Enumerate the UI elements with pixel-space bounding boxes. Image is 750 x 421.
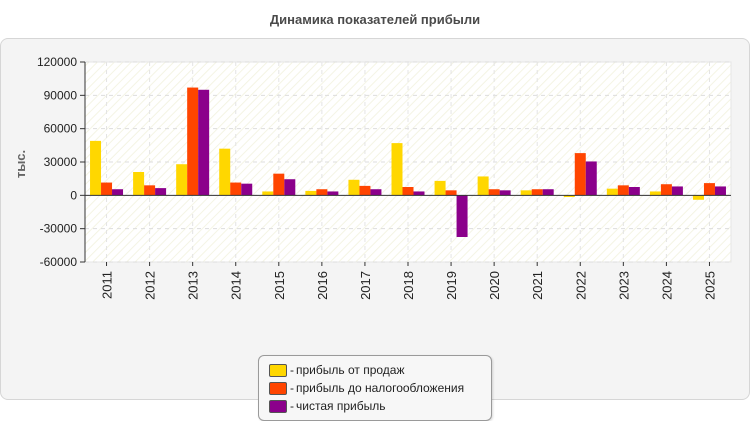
chart-plot: 120000 90000 60000 30000 0 -30000 -60000 2011 20… (13, 55, 732, 300)
x-tick-label: 2012 (143, 271, 158, 300)
bar (617, 185, 629, 196)
bar (499, 190, 511, 196)
bar (703, 183, 715, 196)
legend-swatch (269, 399, 287, 413)
y-tick-label: -30000 (40, 222, 78, 236)
legend-label: прибыль от продаж (296, 363, 405, 377)
legend-item: - чистая прибыль (269, 398, 385, 414)
legend-label: чистая прибыль (296, 399, 386, 413)
y-tick-label: 120000 (37, 55, 77, 69)
x-tick-label: 2024 (659, 271, 674, 300)
x-tick-label: 2021 (530, 271, 545, 300)
bar (628, 187, 640, 196)
bar (155, 188, 167, 196)
bar (112, 189, 124, 196)
bar (219, 148, 231, 196)
legend-dash: - (290, 363, 294, 377)
bar (359, 185, 371, 196)
x-tick-label: 2017 (358, 271, 373, 300)
legend-item: - прибыль от продаж (269, 362, 405, 378)
bar (176, 164, 188, 196)
y-tick-label: 60000 (44, 122, 78, 136)
bar (370, 189, 382, 196)
bar (563, 195, 575, 197)
bar (542, 189, 554, 196)
bar (391, 143, 403, 196)
bar (660, 184, 672, 196)
y-tick-label: 90000 (44, 88, 78, 102)
y-tick-label: 30000 (44, 155, 78, 169)
bar (133, 172, 145, 196)
bar (606, 188, 618, 196)
axes: 120000 90000 60000 30000 0 -30000 -60000 2011 20… (37, 55, 731, 300)
bar (445, 190, 457, 196)
bar (305, 190, 317, 196)
bar (477, 176, 489, 196)
x-tick-label: 2025 (702, 271, 717, 300)
bar (520, 190, 532, 196)
bar (144, 185, 156, 196)
bar (488, 189, 500, 196)
bar (284, 179, 296, 196)
x-tick-label: 2013 (186, 271, 201, 300)
y-axis-label: тыс. (13, 150, 28, 178)
bar (692, 195, 704, 200)
bar (241, 183, 253, 196)
bar (348, 179, 360, 196)
bar (671, 186, 683, 196)
y-tick-label: 0 (70, 188, 77, 202)
bar (101, 182, 113, 196)
bar-group (90, 87, 726, 237)
bar (434, 180, 446, 196)
legend-swatch (269, 381, 287, 395)
y-tick-label: -60000 (40, 255, 78, 269)
legend-label: прибыль до налогообложения (296, 381, 465, 395)
bar (316, 189, 328, 196)
bar (585, 161, 597, 196)
bar (402, 187, 414, 196)
x-tick-label: 2022 (573, 271, 588, 300)
bar (230, 182, 242, 196)
x-tick-label: 2023 (616, 271, 631, 300)
x-tick-label: 2015 (272, 271, 287, 300)
legend-swatch (269, 363, 287, 377)
chart-panel: 120000 90000 60000 30000 0 -30000 -60000 2011 20… (0, 38, 750, 421)
x-tick-label: 2014 (229, 271, 244, 300)
bar (574, 153, 586, 196)
x-tick-label: 2018 (401, 271, 416, 300)
bar (273, 173, 285, 196)
legend-item: - прибыль до налогообложения (269, 380, 464, 396)
bar (413, 191, 425, 196)
x-tick-label: 2020 (487, 271, 502, 300)
x-tick-label: 2011 (100, 271, 115, 299)
bar (327, 191, 339, 196)
bar (714, 186, 726, 196)
x-tick-label: 2019 (444, 271, 459, 300)
legend: - прибыль от продаж - прибыль до налогоо… (258, 355, 492, 421)
bar (456, 195, 468, 237)
x-tick-label: 2016 (315, 271, 330, 300)
chart-title: Динамика показателей прибыли (269, 12, 481, 27)
bar (187, 87, 199, 196)
bar (531, 189, 543, 196)
bar (198, 89, 210, 196)
bar (649, 191, 661, 196)
bar (90, 140, 102, 196)
legend-dash: - (290, 399, 294, 413)
bar (262, 191, 274, 196)
legend-dash: - (290, 381, 294, 395)
